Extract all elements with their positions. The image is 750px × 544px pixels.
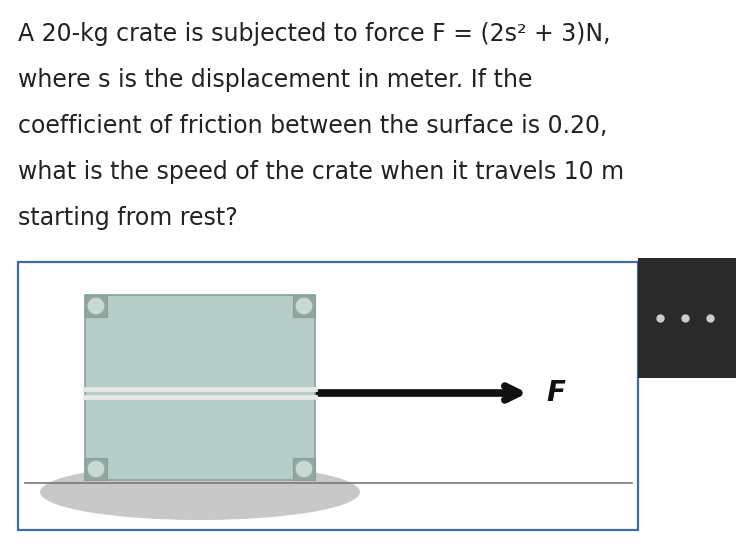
Text: starting from rest?: starting from rest? [18,206,238,230]
Bar [85,295,107,317]
Ellipse shape [40,464,360,520]
Bar [638,258,736,378]
Circle shape [296,461,312,478]
Circle shape [88,461,104,478]
Text: A 20-kg crate is subjected to force F = (2s² + 3)N,: A 20-kg crate is subjected to force F = … [18,22,610,46]
Text: what is the speed of the crate when it travels 10 m: what is the speed of the crate when it t… [18,160,624,184]
Circle shape [88,298,104,314]
Text: coefficient of friction between the surface is 0.20,: coefficient of friction between the surf… [18,114,608,138]
Circle shape [296,298,312,314]
Bar [18,262,638,530]
Text: F: F [546,379,565,407]
Bar [293,295,315,317]
Bar [85,458,107,480]
Bar [85,295,315,480]
Text: where s is the displacement in meter. If the: where s is the displacement in meter. If… [18,68,532,92]
Bar [293,458,315,480]
